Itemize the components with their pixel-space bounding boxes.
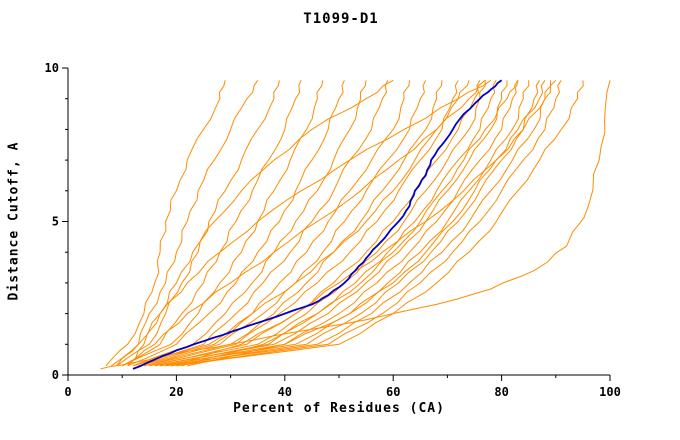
y-tick-label: 10: [45, 61, 59, 75]
y-tick-label: 5: [52, 215, 59, 229]
model-curve: [138, 80, 410, 367]
model-curve: [187, 80, 546, 367]
x-axis-label: Percent of Residues (CA): [233, 401, 445, 416]
x-tick-label: 40: [278, 385, 292, 399]
model-curve: [105, 80, 226, 367]
model-curve: [127, 79, 394, 367]
model-curve: [116, 80, 280, 367]
model-curve: [132, 80, 367, 367]
model-curve: [154, 80, 497, 367]
model-curve: [121, 80, 302, 367]
x-tick-label: 60: [386, 385, 400, 399]
model-curve: [170, 79, 557, 367]
model-curve: [165, 80, 540, 367]
model-curve: [138, 80, 427, 367]
model-curve: [165, 80, 552, 367]
model-curve: [170, 80, 562, 367]
y-tick-label: 0: [52, 368, 59, 382]
model-curve: [143, 80, 459, 367]
model-curve: [160, 80, 519, 367]
chart-title: T1099-D1: [303, 11, 379, 27]
model-curve: [132, 80, 389, 367]
model-curve: [116, 79, 492, 367]
model-curve: [181, 80, 519, 367]
model-curve: [100, 80, 611, 370]
model-curve: [127, 80, 345, 367]
model-curve: [111, 80, 259, 367]
x-tick-label: 20: [169, 385, 183, 399]
x-tick-label: 100: [599, 385, 621, 399]
x-tick-label: 80: [494, 385, 508, 399]
model-curve: [149, 80, 486, 367]
highlight-curve: [132, 79, 503, 370]
model-curve: [121, 79, 486, 367]
x-tick-label: 0: [64, 385, 71, 399]
model-curve: [176, 80, 584, 367]
